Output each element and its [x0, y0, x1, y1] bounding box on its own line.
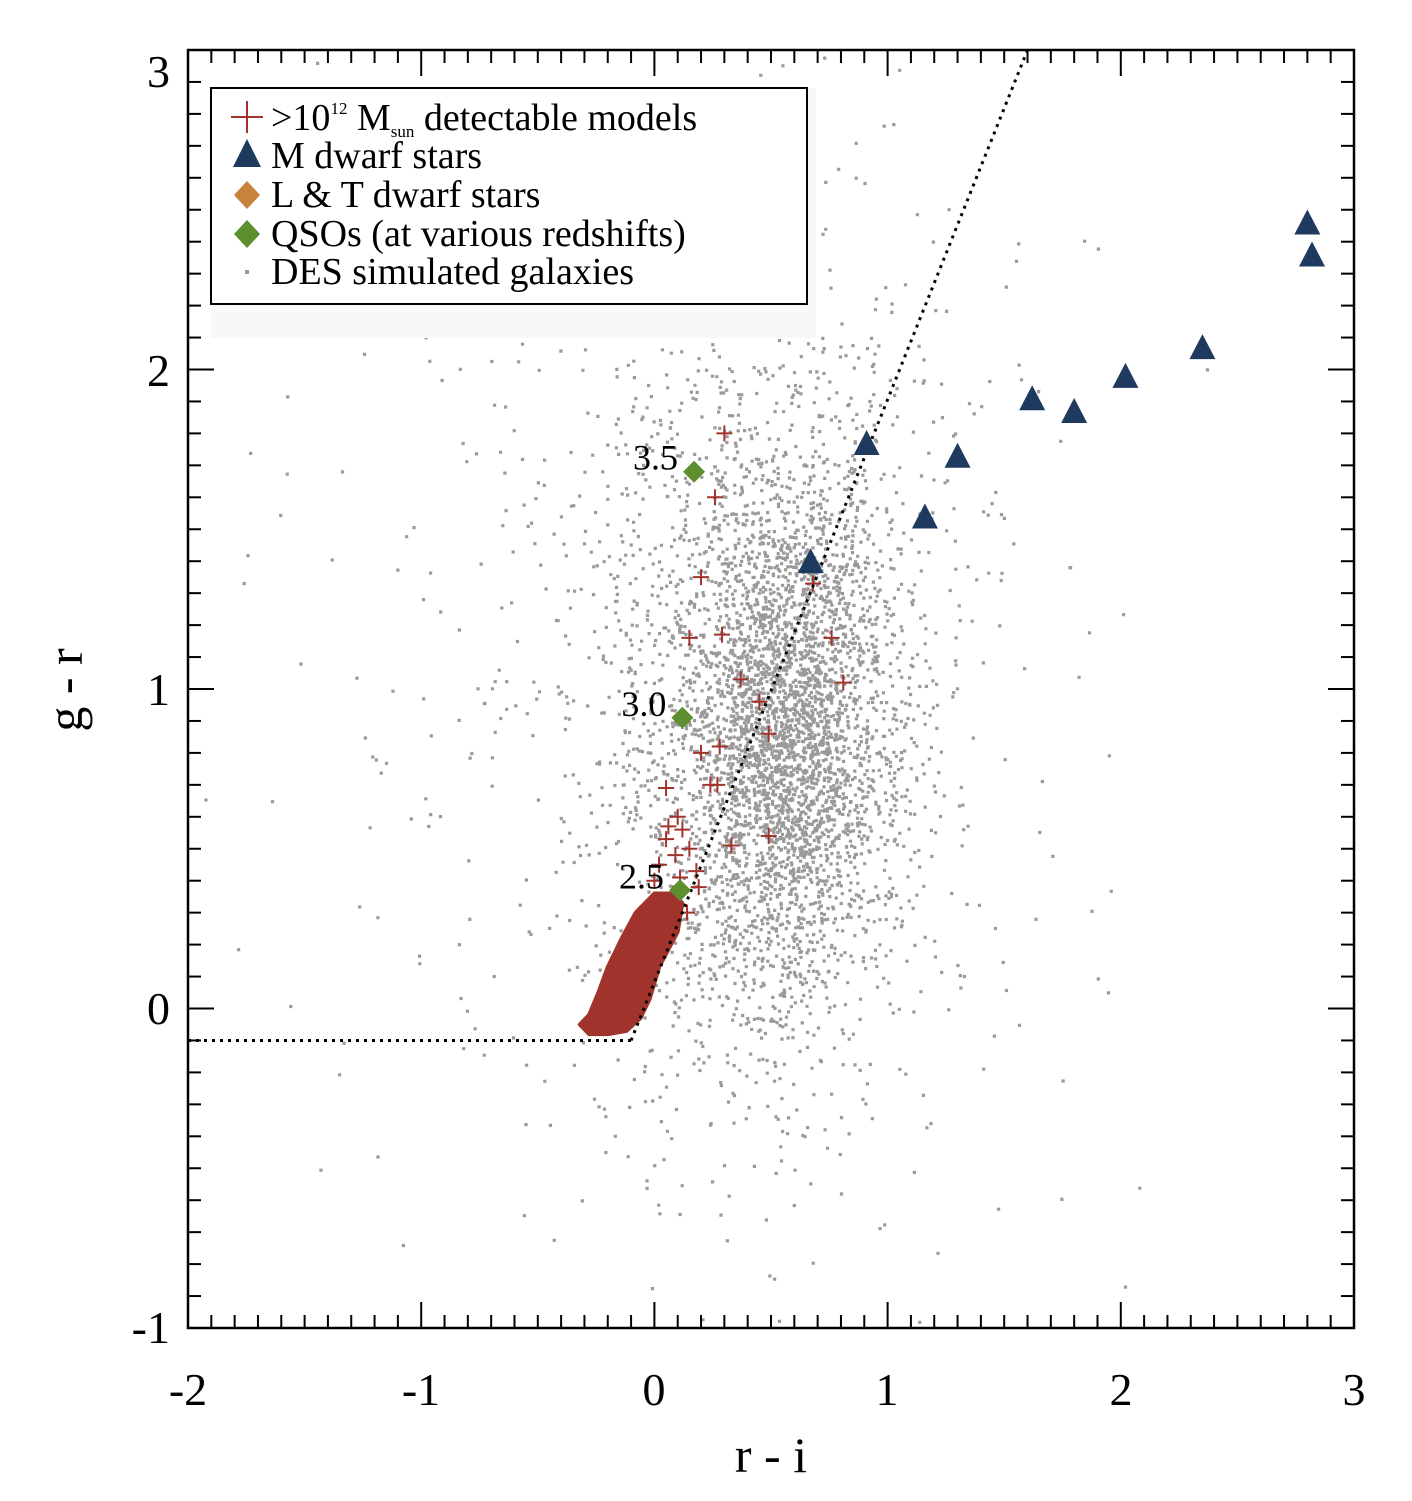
x-tick-label: 2 — [1110, 1364, 1133, 1415]
model-point — [655, 895, 672, 912]
model-point — [707, 489, 724, 506]
model-point — [835, 674, 852, 691]
detectable-models-points — [646, 425, 852, 921]
m-dwarf-point — [797, 548, 824, 574]
x-tick-label: -1 — [402, 1364, 440, 1415]
reference-line-diagonal — [629, 49, 1029, 1042]
x-axis-title: r - i — [735, 1427, 807, 1483]
model-point — [693, 569, 710, 586]
model-point — [681, 840, 698, 857]
model-point — [732, 671, 749, 688]
svg-text:>1012 Msun detectable models: >1012 Msun detectable models — [271, 97, 697, 141]
legend-models-sub: sun — [391, 122, 415, 141]
model-point — [651, 856, 668, 873]
diamond-icon — [234, 220, 260, 248]
m-dwarf-point — [1189, 334, 1216, 360]
legend-item-m-dwarf: M dwarf stars — [233, 135, 482, 177]
qso-redshift-label: 2.5 — [619, 856, 664, 896]
triangle-icon — [233, 139, 261, 167]
model-point — [760, 725, 777, 742]
legend-item-des: DES simulated galaxies — [245, 251, 634, 293]
model-point — [751, 693, 768, 710]
m-dwarf-point — [1019, 385, 1046, 411]
model-point — [823, 629, 840, 646]
m-dwarf-stars-points — [797, 209, 1326, 574]
model-point — [804, 575, 821, 592]
legend-item-models: >1012 Msun detectable models — [231, 97, 697, 141]
model-point — [716, 425, 733, 442]
legend-models-pre: >10 — [271, 97, 330, 139]
model-point — [709, 776, 726, 793]
legend-des-label: DES simulated galaxies — [271, 251, 634, 293]
qso-redshift-label: 3.5 — [633, 438, 678, 478]
model-point — [674, 821, 691, 838]
detectable-models-cluster — [577, 891, 685, 1037]
model-point — [669, 808, 686, 825]
axis-ticks — [187, 49, 1355, 1329]
x-tick-label: 0 — [643, 1364, 666, 1415]
legend-models-post: detectable models — [414, 97, 697, 139]
m-dwarf-point — [911, 503, 938, 529]
model-point — [760, 827, 777, 844]
y-tick-label: -1 — [132, 1302, 170, 1353]
dot-icon — [245, 270, 249, 274]
y-tick-labels: -1 0 1 2 3 — [132, 46, 170, 1353]
m-dwarf-point — [1061, 398, 1088, 424]
x-tick-label: 3 — [1343, 1364, 1366, 1415]
legend-item-qso: QSOs (at various redshifts) — [234, 213, 686, 255]
m-dwarf-point — [1299, 241, 1326, 267]
m-dwarf-point — [1112, 362, 1139, 388]
y-tick-label: 3 — [147, 46, 170, 97]
x-tick-label: -2 — [169, 1364, 207, 1415]
model-point — [723, 837, 740, 854]
legend-qso-label: QSOs (at various redshifts) — [271, 213, 686, 255]
y-axis-title: g - r — [37, 648, 93, 732]
x-tick-labels: -2 -1 0 1 2 3 — [169, 1364, 1366, 1415]
model-point — [667, 847, 684, 864]
m-dwarf-point — [1294, 209, 1321, 235]
qso-point — [669, 879, 692, 902]
model-point — [646, 872, 663, 889]
legend-models-mid: M — [347, 97, 390, 139]
x-tick-label: 1 — [876, 1364, 899, 1415]
legend-mdwarf-label: M dwarf stars — [271, 135, 482, 177]
m-dwarf-point — [853, 429, 880, 455]
y-tick-label: 1 — [147, 664, 170, 715]
m-dwarf-point — [944, 442, 971, 468]
qso-points: 3.5 3.0 2.5 — [619, 438, 706, 902]
legend-item-lt-dwarf: L & T dwarf stars — [234, 174, 540, 216]
y-tick-label: 2 — [147, 345, 170, 396]
model-point — [681, 629, 698, 646]
model-point — [714, 626, 731, 643]
qso-point — [683, 460, 706, 483]
qso-redshift-label: 3.0 — [621, 684, 666, 724]
model-point — [658, 831, 675, 848]
model-point — [660, 818, 677, 835]
legend-ltdwarf-label: L & T dwarf stars — [271, 174, 540, 216]
model-point — [693, 744, 710, 761]
qso-point — [671, 706, 694, 729]
model-point — [690, 879, 707, 896]
diamond-icon — [234, 181, 260, 209]
model-point — [658, 780, 675, 797]
legend-models-sup: 12 — [330, 99, 347, 118]
legend: >1012 Msun detectable models M dwarf sta… — [210, 87, 816, 338]
y-tick-label: 0 — [147, 983, 170, 1034]
model-point — [711, 738, 728, 755]
